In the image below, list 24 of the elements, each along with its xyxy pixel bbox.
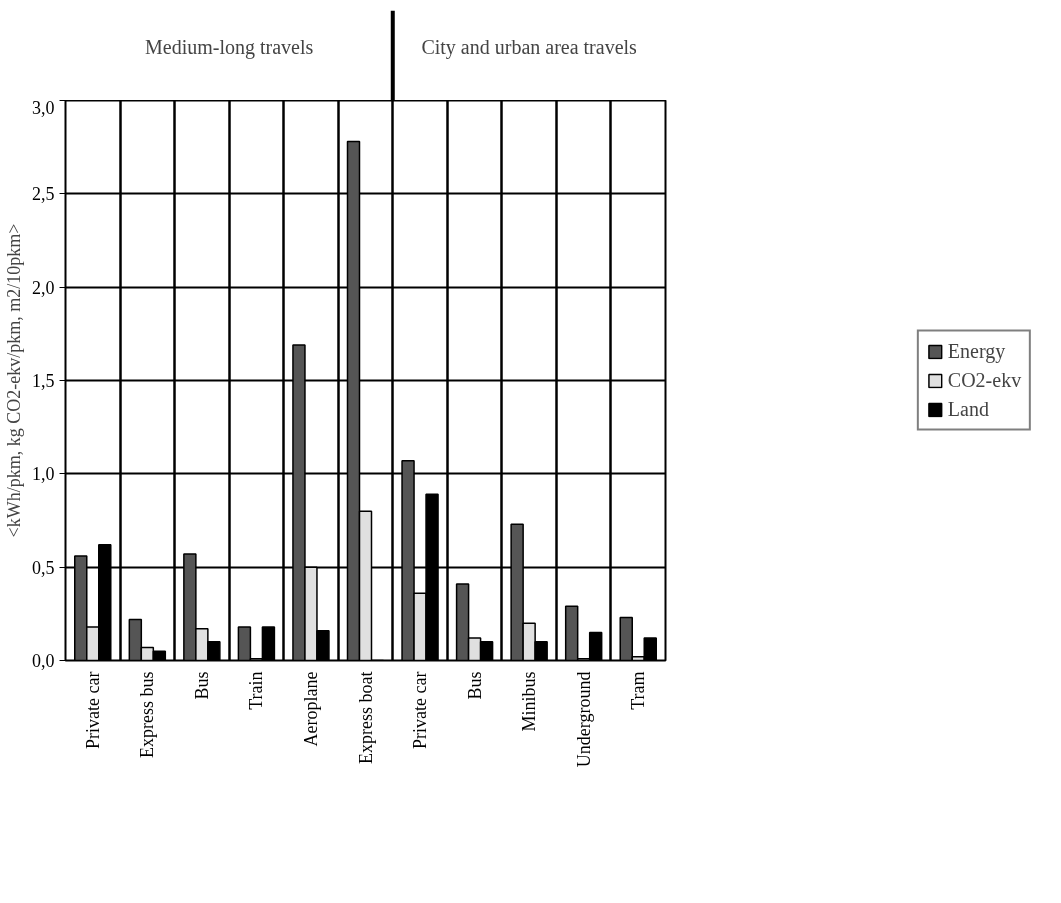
x-tick-label: Underground xyxy=(573,671,594,768)
legend-label: Energy xyxy=(947,339,1006,363)
y-tick-label: 1,0 xyxy=(32,464,55,485)
x-tick-label: Express boat xyxy=(355,671,376,764)
x-tick-label: Private car xyxy=(82,671,103,749)
y-tick-label: 2,0 xyxy=(32,277,55,298)
x-tick-label: Bus xyxy=(191,671,212,700)
y-axis-title: <kWh/pkm, kg CO2-ekv/pkm, m2/10pkm> xyxy=(4,223,24,538)
y-tick-label: 0,5 xyxy=(32,557,55,578)
y-tick-label: 2,5 xyxy=(32,184,55,205)
x-tick-label: Minibus xyxy=(519,671,540,732)
x-tick-label: Aeroplane xyxy=(300,671,321,747)
x-tick-label: Bus xyxy=(464,671,485,700)
y-tick-label: 0,0 xyxy=(32,651,55,671)
y-tick-label: 3,0 xyxy=(32,97,55,118)
x-tick-label: Tram xyxy=(628,671,649,710)
text: Medium-long travels xyxy=(144,35,314,59)
y-tick-label: 1,5 xyxy=(32,371,55,391)
legend-label: Land xyxy=(947,397,989,421)
text: City and urban area travels xyxy=(421,35,638,59)
x-tick-label: Express bus xyxy=(137,671,158,758)
legend-label: CO2-ekv xyxy=(947,368,1022,392)
x-tick-label: Train xyxy=(246,671,267,710)
x-tick-label: Private car xyxy=(410,671,431,749)
